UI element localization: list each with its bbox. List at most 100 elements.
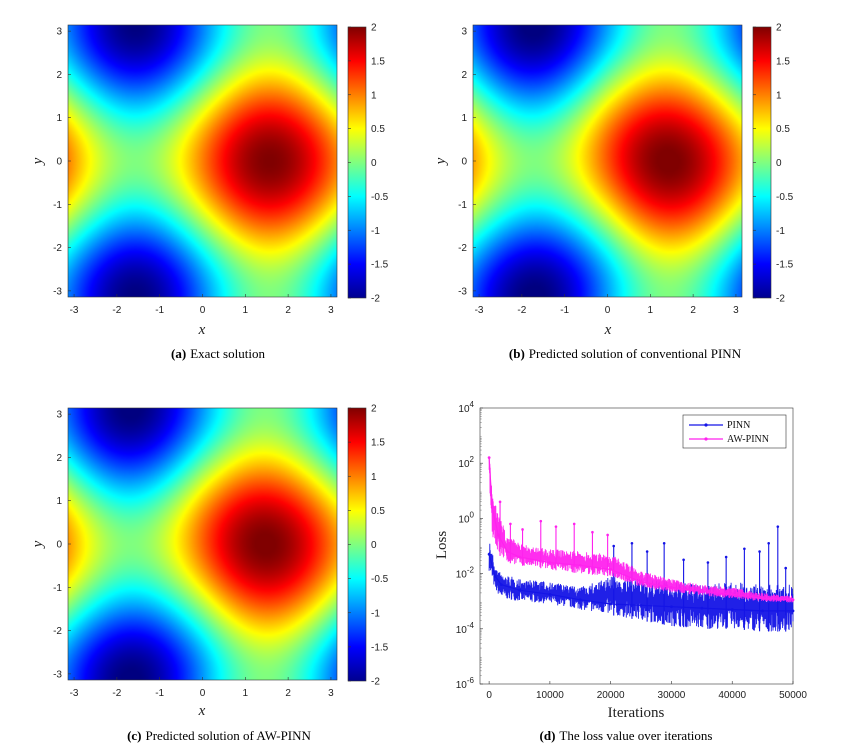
series-pinn-point [548,592,552,596]
panel-c-cbar-tick-label: -1 [371,608,380,619]
panel-d-xtick-label: 10000 [536,690,564,701]
panel-a-cbar-tick-label: 2 [371,23,377,34]
panel-d-ytick-label: 102 [458,455,474,470]
panel-a-caption-tag: (a) [171,346,186,361]
series-pinn-point [730,608,734,611]
panel-b-ytick-label: 2 [461,70,467,81]
series-aw-pinn-point [609,568,613,571]
series-aw-pinn-point [578,563,582,567]
panel-d-ytick-label: 100 [458,510,474,525]
panel-d-ytick-label: 10-4 [456,621,475,636]
panel-a-cbar-tick-label: -0.5 [371,192,389,203]
panel-c-cbar-tick-label: 1 [371,472,377,483]
panel-a-xlabel: x [198,322,206,338]
panel-b-cbar-tick-label: -1 [776,226,785,237]
panel-b-cbar-tick-label: 1 [776,90,782,101]
panel-c-cbar-tick-label: -0.5 [371,574,389,585]
series-pinn-spike-point [630,541,634,545]
panel-c-ylabel: y [30,540,46,549]
series-aw-pinn-spike-point [509,522,512,526]
series-pinn-point [518,588,521,592]
panel-a-xtick-label: 2 [285,305,291,316]
panel-b-heatmap-field [473,25,742,297]
series-aw-pinn-point [791,598,795,602]
panel-a-ytick-label: -1 [53,200,62,211]
panel-c-ytick-label: -1 [53,583,62,594]
legend-label-pinn: PINN [727,420,750,431]
panel-b-cbar-tick-label: -2 [776,294,785,305]
series-aw-pinn-spike-point [572,522,576,526]
panel-c-ytick-label: -2 [53,626,62,637]
panel-d-caption-text: The loss value over iterations [559,728,712,743]
panel-a-xtick-label: 3 [328,305,334,316]
series-aw-pinn-point [496,533,500,537]
panel-a-xtick-label: -1 [155,305,164,316]
series-pinn-spike-point [758,550,761,553]
series-pinn-point [609,602,613,606]
series-aw-pinn-point [487,456,491,460]
panel-b-xtick-label: 3 [733,305,739,316]
panel-b-cbar-tick-label: 0 [776,158,782,169]
panel-b-xtick-label: 1 [648,305,654,316]
panel-c-caption: (c) Predicted solution of AW-PINN [127,728,311,743]
panel-c: x y (c) Predicted solution of AW-PINN [30,407,367,743]
panel-a-caption: (a) Exact solution [171,346,265,361]
panel-c-cbar-tick-label: 2 [371,404,377,415]
panel-b-xtick-label: 2 [690,305,696,316]
panel-a-ytick-label: 0 [56,157,62,168]
panel-c-ytick-label: 2 [56,453,62,464]
panel-a-xtick-label: 0 [200,305,206,316]
panel-a-cbar-tick-label: 1 [371,90,377,101]
panel-d-xtick-label: 30000 [658,690,686,701]
series-pinn-spike-point [776,525,780,528]
panel-b-cbar-tick-label: 0.5 [776,124,790,135]
series-pinn-spike-point [645,550,649,553]
panel-a: x y (a) Exact solution [30,24,367,361]
panel-d-xtick-label: 20000 [597,690,625,701]
series-pinn-spike-point [784,566,788,570]
series-aw-pinn-spike-point [591,530,594,534]
series-aw-pinn-point [548,561,552,564]
panel-b-cbar-tick-label: 2 [776,23,782,34]
panel-a-cbar-tick-label: -1.5 [371,260,389,271]
panel-c-xtick-label: -1 [155,688,164,699]
panel-b-xlabel: x [604,322,612,338]
panel-d-xtick-label: 40000 [718,690,746,701]
series-pinn-spike-point [724,555,728,559]
panel-c-cbar-tick-label: -2 [371,677,380,688]
panel-c-cbar-tick-label: 0 [371,540,377,551]
panel-a-xtick-label: -3 [70,305,79,316]
panel-b-cbar-tick-label: -1.5 [776,260,794,271]
panel-a-cbar-tick-label: 0.5 [371,124,385,135]
panel-c-xtick-label: -2 [112,688,121,699]
series-aw-pinn-point [518,555,521,559]
panel-b-cbar-tick-label: -0.5 [776,192,794,203]
panel-a-ylabel: y [30,157,46,166]
legend-marker-pinn [704,423,708,427]
series-pinn-spike-point [612,544,616,548]
panel-b-caption-text: Predicted solution of conventional PINN [529,346,742,361]
panel-b-ytick-label: 1 [461,113,467,124]
legend-box [682,414,787,449]
series-pinn-point [670,605,673,609]
panel-b-caption: (b) Predicted solution of conventional PI… [509,346,742,361]
series-pinn-spike-point [767,541,770,545]
series-pinn-point [487,552,491,556]
panel-c-xtick-label: 3 [328,688,334,699]
series-aw-pinn-point [670,586,673,589]
series-aw-pinn-spike-point [498,500,502,504]
series-pinn-point [700,606,704,610]
series-aw-pinn-point [639,580,643,584]
panel-c-ytick-label: 1 [56,496,62,507]
legend-label-aw-pinn: AW-PINN [727,434,769,445]
panel-d: Iterations Loss (d) The loss value over i… [434,407,795,743]
panel-d-caption-tag: (d) [540,728,556,743]
panel-c-xtick-label: 0 [200,688,206,699]
panel-a-cbar-tick-label: -1 [371,226,380,237]
panel-b-cbar-tick-label: 1.5 [776,56,790,67]
panel-b-ytick-label: -1 [458,200,467,211]
series-pinn-point [639,603,643,607]
panel-d-xlabel: Iterations [608,705,665,721]
panel-b-ytick-label: 0 [461,157,467,168]
panel-a-caption-text: Exact solution [190,346,265,361]
